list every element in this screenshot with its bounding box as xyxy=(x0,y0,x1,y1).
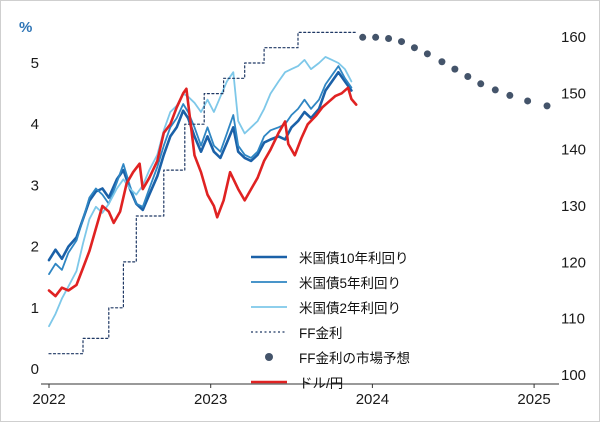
legend-line-symbol xyxy=(251,305,287,308)
forecast-dot xyxy=(410,44,418,52)
legend-item-2: 米国債2年利回り xyxy=(249,294,410,319)
forecast-dot xyxy=(491,86,499,94)
legend-label: 米国債10年利回り xyxy=(299,250,409,266)
forecast-dot xyxy=(438,58,446,66)
series-line xyxy=(48,65,353,276)
legend-label: ドル/円 xyxy=(299,375,344,391)
forecast-dot xyxy=(398,38,406,46)
legend-item-5: ドル/円 xyxy=(249,369,410,394)
legend-line-symbol xyxy=(251,380,287,383)
forecast-dot xyxy=(372,33,380,41)
legend-line-symbol xyxy=(251,255,287,258)
forecast-dot xyxy=(423,50,431,58)
legend-label: FF金利の市場予想 xyxy=(299,350,410,366)
legend-line-symbol xyxy=(251,280,287,283)
left-tick-label: 1 xyxy=(31,300,39,317)
x-tick-label: 2022 xyxy=(32,391,65,408)
left-tick-label: 3 xyxy=(31,177,39,194)
x-tick-label: 2023 xyxy=(194,391,227,408)
forecast-dot xyxy=(477,80,485,88)
left-axis-unit-label: % xyxy=(19,19,33,36)
right-tick-label: 140 xyxy=(561,142,586,159)
legend-line-symbol xyxy=(251,330,287,333)
legend-item-0: 米国債10年利回り xyxy=(249,244,410,269)
forecast-dot xyxy=(385,35,393,43)
right-tick-label: 120 xyxy=(561,254,586,271)
right-tick-label: 110 xyxy=(561,311,585,328)
right-tick-label: 100 xyxy=(561,367,586,384)
legend-label: 米国債5年利回り xyxy=(299,275,402,291)
right-tick-label: 130 xyxy=(561,198,586,215)
forecast-dot xyxy=(543,102,551,110)
forecast-dot xyxy=(506,91,514,99)
forecast-dot xyxy=(464,72,472,80)
x-tick-label: 2025 xyxy=(517,391,550,408)
left-tick-label: 4 xyxy=(31,116,39,133)
x-tick-label: 2024 xyxy=(356,391,389,408)
legend-dot-symbol xyxy=(265,352,273,361)
forecast-dot xyxy=(524,97,532,105)
legend-label: FF金利 xyxy=(299,325,343,341)
series-line xyxy=(48,31,357,355)
legend-item-1: 米国債5年利回り xyxy=(249,269,410,294)
legend-label: 米国債2年利回り xyxy=(299,300,402,316)
chart-legend: 米国債10年利回り 米国債5年利回り 米国債2年利回り FF金利 FF金利の市場予想 ドル… xyxy=(249,244,410,394)
forecast-dot xyxy=(359,33,367,41)
series-line xyxy=(47,70,353,262)
right-tick-label: 160 xyxy=(561,29,586,46)
right-tick-label: 150 xyxy=(561,85,586,102)
series-line xyxy=(47,86,358,298)
legend-item-3: FF金利 xyxy=(249,319,410,344)
legend-item-4: FF金利の市場予想 xyxy=(249,344,410,369)
left-tick-label: 0 xyxy=(31,361,39,378)
forecast-dot xyxy=(451,65,459,73)
left-tick-label: 2 xyxy=(31,239,39,256)
left-tick-label: 5 xyxy=(31,55,39,72)
